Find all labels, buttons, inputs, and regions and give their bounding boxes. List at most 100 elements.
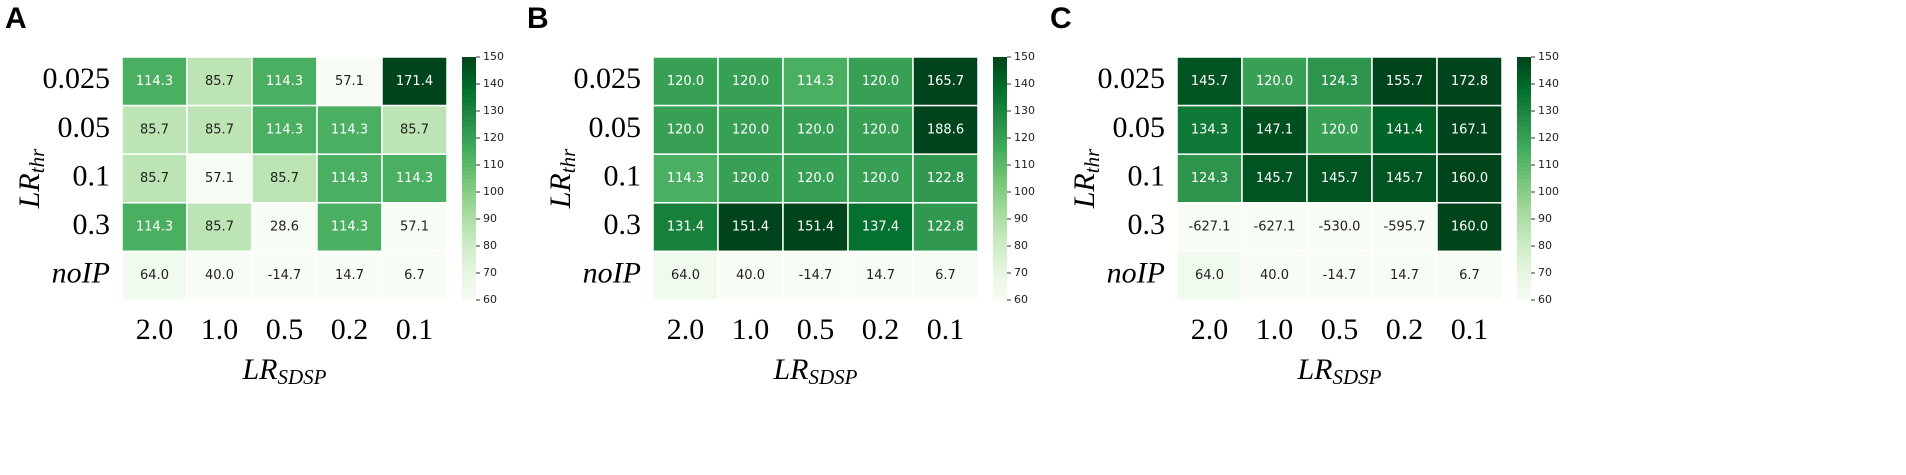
colorbar-tick-label: 140 — [483, 77, 504, 90]
cell-label: 145.7 — [1386, 171, 1423, 186]
cell-label: 188.6 — [927, 122, 964, 137]
colorbar-tick-label: 120 — [483, 131, 504, 144]
x-axis-label-main: LR — [772, 353, 808, 386]
cell-label: 14.7 — [866, 268, 895, 283]
colorbar-segment — [462, 73, 476, 78]
colorbar-segment — [993, 235, 1007, 240]
cell-label: -627.1 — [1254, 220, 1296, 235]
colorbar-segment — [1517, 194, 1531, 200]
colorbar-segment — [462, 121, 476, 127]
cell-label: 120.0 — [732, 171, 769, 186]
panel-label: B — [527, 2, 549, 35]
colorbar-segment — [1517, 259, 1531, 265]
y-axis-label-main: LR — [1068, 173, 1101, 209]
heatmap-cell — [121, 104, 188, 155]
cell-label: 120.0 — [862, 171, 899, 186]
colorbar-tick-label: 80 — [483, 239, 497, 252]
panel-label: C — [1050, 2, 1072, 35]
heatmap-cell — [1371, 250, 1438, 301]
colorbar-segment — [462, 186, 476, 192]
colorbar-segment — [993, 129, 1007, 135]
y-tick-label: 0.05 — [589, 111, 642, 144]
colorbar-segment — [462, 146, 476, 151]
colorbar-segment — [1517, 158, 1531, 163]
colorbar-segment — [1517, 182, 1531, 188]
y-axis-label: LRthr — [1068, 148, 1104, 209]
colorbar-tick-label: 100 — [1538, 185, 1559, 198]
colorbar-tick-label: 110 — [483, 158, 504, 171]
x-tick-label: 0.5 — [266, 313, 304, 346]
x-tick-label: 1.0 — [1256, 313, 1294, 346]
colorbar-segment — [1517, 166, 1531, 171]
colorbar-segment — [1517, 105, 1531, 111]
cell-label: 114.3 — [266, 122, 303, 137]
colorbar-segment — [462, 251, 476, 256]
colorbar-segment — [1517, 162, 1531, 167]
x-axis-label-sub: SDSP — [809, 365, 858, 389]
colorbar-segment — [993, 198, 1007, 204]
colorbar-segment — [462, 170, 476, 175]
colorbar-segment — [993, 255, 1007, 260]
colorbar-segment — [993, 182, 1007, 188]
heatmap-cell — [381, 250, 448, 301]
colorbar-segment — [993, 162, 1007, 167]
colorbar-segment — [993, 223, 1007, 228]
cell-label: 14.7 — [335, 268, 364, 283]
y-axis-label-sub: thr — [556, 148, 580, 173]
colorbar-segment — [993, 113, 1007, 119]
colorbar-segment — [462, 283, 476, 289]
y-tick-label: noIP — [1107, 257, 1165, 290]
cell-label: 151.4 — [797, 220, 834, 235]
colorbar-segment — [462, 77, 476, 82]
colorbar-segment — [1517, 239, 1531, 244]
colorbar-tick-label: 130 — [1014, 104, 1035, 117]
colorbar-segment — [462, 125, 476, 131]
colorbar-tick-label: 90 — [483, 212, 497, 225]
cell-label: -14.7 — [1323, 268, 1357, 283]
cell-label: 134.3 — [1191, 122, 1228, 137]
colorbar-segment — [462, 113, 476, 119]
y-axis-label-main: LR — [544, 173, 577, 209]
heatmap-cell — [1306, 56, 1373, 107]
colorbar-segment — [1517, 243, 1531, 248]
heatmap-cell — [1241, 202, 1308, 253]
heatmap-cell — [652, 250, 719, 301]
heatmap-cell — [782, 104, 849, 155]
colorbar-tick-label: 90 — [1014, 212, 1028, 225]
colorbar-segment — [462, 227, 476, 232]
colorbar-segment — [993, 214, 1007, 220]
cell-label: 124.3 — [1321, 74, 1358, 89]
colorbar-segment — [993, 239, 1007, 244]
colorbar-tick-label: 150 — [483, 50, 504, 63]
x-axis-label: LRSDSP — [772, 353, 857, 389]
x-axis-label: LRSDSP — [241, 353, 326, 389]
cell-label: 137.4 — [862, 220, 899, 235]
heatmap-cell — [1176, 202, 1243, 253]
colorbar-segment — [993, 93, 1007, 98]
x-axis-label-main: LR — [1296, 353, 1332, 386]
colorbar-tick-label: 70 — [483, 266, 497, 279]
colorbar-segment — [1517, 125, 1531, 131]
heatmap-cell — [782, 250, 849, 301]
cell-label: 120.0 — [862, 122, 899, 137]
colorbar-tick-label: 60 — [1538, 293, 1552, 306]
colorbar-segment — [1517, 227, 1531, 232]
colorbar-segment — [462, 154, 476, 159]
y-tick-label: 0.025 — [1098, 62, 1166, 95]
colorbar-segment — [1517, 121, 1531, 127]
heatmap-cell — [251, 104, 318, 155]
y-axis-label: LRthr — [13, 148, 49, 209]
colorbar-segment — [993, 85, 1007, 90]
colorbar-segment — [993, 65, 1007, 70]
colorbar-segment — [462, 133, 476, 139]
colorbar-tick-label: 120 — [1014, 131, 1035, 144]
y-tick-label: 0.025 — [574, 62, 642, 95]
colorbar-segment — [462, 271, 476, 277]
colorbar-tick-label: 110 — [1014, 158, 1035, 171]
colorbar-tick-label: 130 — [483, 104, 504, 117]
colorbar-segment — [1517, 206, 1531, 212]
cell-label: 141.4 — [1386, 122, 1423, 137]
colorbar-segment — [1517, 214, 1531, 220]
colorbar-segment — [462, 162, 476, 167]
